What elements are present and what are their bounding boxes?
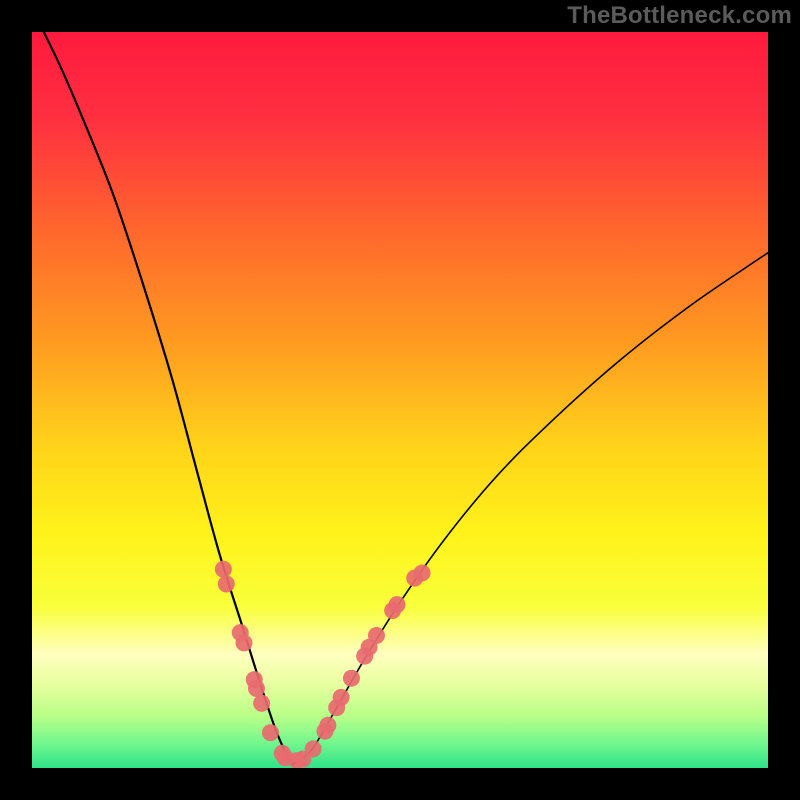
marker-dot	[414, 564, 431, 581]
gradient-background	[32, 32, 768, 768]
watermark-text: TheBottleneck.com	[567, 2, 792, 30]
marker-dot	[215, 561, 232, 578]
plot-area	[32, 32, 768, 768]
marker-dot	[253, 695, 270, 712]
marker-dot	[368, 627, 385, 644]
marker-dot	[389, 596, 406, 613]
chart-svg	[32, 32, 768, 768]
marker-dot	[319, 717, 336, 734]
marker-dot	[235, 634, 252, 651]
marker-dot	[305, 740, 322, 757]
marker-dot	[248, 680, 265, 697]
marker-dot	[262, 724, 279, 741]
marker-dot	[343, 670, 360, 687]
marker-dot	[333, 689, 350, 706]
marker-dot	[218, 576, 235, 593]
